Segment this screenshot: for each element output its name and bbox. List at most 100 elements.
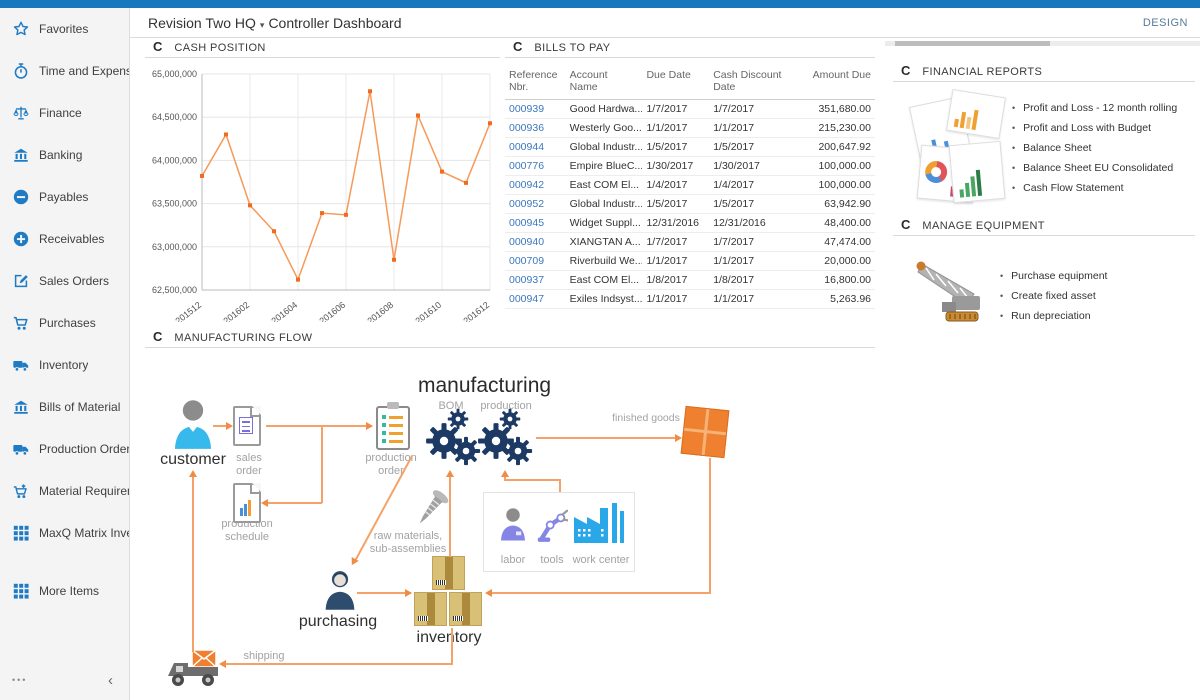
arrowhead <box>219 660 226 668</box>
reference-link[interactable]: 000939 <box>505 99 566 119</box>
sidebar-item-material-requirem[interactable]: Material Requirem... <box>0 470 129 512</box>
scrollbar-thumb[interactable] <box>895 41 1050 46</box>
sidebar-item-label: Time and Expenses <box>39 64 129 78</box>
table-row: 000936 Westerly Goo... 1/1/2017 1/1/2017 215… <box>505 118 875 138</box>
table-cell: 215,230.00 <box>794 118 875 138</box>
sidebar-item-receivables[interactable]: Receivables <box>0 218 129 260</box>
reference-link[interactable]: 000776 <box>505 156 566 176</box>
reference-link[interactable]: 000709 <box>505 251 566 271</box>
sidebar-item-purchases[interactable]: Purchases <box>0 302 129 344</box>
reference-link[interactable]: 000952 <box>505 194 566 214</box>
sidebar-item-favorites[interactable]: Favorites <box>0 8 129 50</box>
purchasing-icon <box>325 571 355 610</box>
table-cell: 100,000.00 <box>794 175 875 195</box>
svg-text:65,000,000: 65,000,000 <box>152 69 197 79</box>
refresh-icon[interactable]: C <box>513 39 523 54</box>
table-cell: 1/5/2017 <box>642 137 710 157</box>
report-link[interactable]: Balance Sheet <box>1012 142 1177 154</box>
plus-circle-icon <box>12 230 30 248</box>
column-header[interactable]: Reference Nbr. <box>505 64 566 100</box>
svg-text:201610: 201610 <box>413 300 443 322</box>
sidebar-item-finance[interactable]: Finance <box>0 92 129 134</box>
report-link[interactable]: Balance Sheet EU Consolidated <box>1012 162 1177 174</box>
sidebar-item-label: Finance <box>39 106 82 120</box>
report-link[interactable]: Cash Flow Statement <box>1012 182 1177 194</box>
flow-connector <box>321 425 323 503</box>
bills-to-pay-table: Reference Nbr. Account Name Due Date Cash D… <box>505 64 875 309</box>
more-options-icon[interactable]: ••• <box>12 675 28 685</box>
refresh-icon[interactable]: C <box>153 39 163 54</box>
table-cell: Empire BlueC... <box>565 156 643 176</box>
refresh-icon[interactable]: C <box>901 217 911 232</box>
table-cell: 1/30/2017 <box>642 156 710 176</box>
sidebar-item-label: MaxQ Matrix Invent... <box>39 526 129 540</box>
table-cell: 1/1/2017 <box>709 289 795 309</box>
reference-link[interactable]: 000945 <box>505 213 566 233</box>
refresh-icon[interactable]: C <box>153 329 163 344</box>
inventory-box-icon <box>432 556 465 590</box>
inventory-box-icon <box>414 592 447 626</box>
sidebar-item-more-items[interactable]: More Items <box>0 570 129 612</box>
flow-connector <box>536 437 679 439</box>
table-cell: 1/7/2017 <box>642 232 710 252</box>
cart-plus-icon <box>12 482 30 500</box>
report-link[interactable]: Purchase equipment <box>1000 270 1107 282</box>
refresh-icon[interactable]: C <box>901 63 911 78</box>
table-cell: East COM El... <box>565 270 643 290</box>
report-link[interactable]: Profit and Loss with Budget <box>1012 122 1177 134</box>
sidebar-item-production-orders[interactable]: Production Orders <box>0 428 129 470</box>
report-link[interactable]: Run depreciation <box>1000 310 1107 322</box>
table-cell: Westerly Goo... <box>565 118 643 138</box>
reference-link[interactable]: 000940 <box>505 232 566 252</box>
sidebar-item-label: Sales Orders <box>39 274 110 288</box>
minus-circle-icon <box>12 188 30 206</box>
table-cell: 1/1/2017 <box>642 289 710 309</box>
table-cell: 1/7/2017 <box>642 99 710 119</box>
column-header[interactable]: Account Name <box>565 64 643 100</box>
table-cell: 1/4/2017 <box>642 175 710 195</box>
report-link[interactable]: Profit and Loss - 12 month rolling <box>1012 102 1177 114</box>
sidebar-item-time-and-expenses[interactable]: Time and Expenses <box>0 50 129 92</box>
reference-link[interactable]: 000947 <box>505 289 566 309</box>
bank-icon <box>12 398 30 416</box>
stopwatch-icon <box>12 62 30 80</box>
report-link[interactable]: Create fixed asset <box>1000 290 1107 302</box>
widget-title: BILLS TO PAY <box>534 42 611 54</box>
sidebar-item-payables[interactable]: Payables <box>0 176 129 218</box>
table-cell: 1/1/2017 <box>709 251 795 271</box>
truck-icon <box>12 356 30 374</box>
chevron-down-icon[interactable]: ▾ <box>259 20 265 30</box>
table-cell: 16,800.00 <box>794 270 875 290</box>
column-header[interactable]: Due Date <box>642 64 710 100</box>
table-cell: 351,680.00 <box>794 99 875 119</box>
table-cell: 1/30/2017 <box>709 156 795 176</box>
collapse-sidebar-icon[interactable]: ‹ <box>108 672 113 689</box>
column-header[interactable]: Amount Due <box>794 64 875 100</box>
sidebar-item-sales-orders[interactable]: Sales Orders <box>0 260 129 302</box>
sidebar-item-banking[interactable]: Banking <box>0 134 129 176</box>
table-row: 000940 XIANGTAN A... 1/7/2017 1/7/2017 47,47… <box>505 232 875 252</box>
sidebar-item-maxq-matrix-invent[interactable]: MaxQ Matrix Invent... <box>0 512 129 554</box>
table-cell: 12/31/2016 <box>709 213 795 233</box>
truck-icon <box>12 440 30 458</box>
table-cell: 1/8/2017 <box>709 270 795 290</box>
bills-to-pay-header: C BILLS TO PAY <box>505 38 875 58</box>
sidebar-item-bills-of-material[interactable]: Bills of Material <box>0 386 129 428</box>
arrowhead <box>485 589 492 597</box>
reference-link[interactable]: 000942 <box>505 175 566 195</box>
company-selector[interactable]: Revision Two HQ <box>148 15 256 31</box>
sidebar-item-label: Banking <box>39 148 83 162</box>
sidebar-item-inventory[interactable]: Inventory <box>0 344 129 386</box>
breadcrumb: Revision Two HQ ▾ Controller Dashboard <box>148 15 402 31</box>
column-header[interactable]: Cash Discount Date <box>709 64 795 100</box>
table-cell: Exiles Indsyst... <box>565 289 643 309</box>
tools-robot-icon <box>537 509 568 542</box>
table-cell: East COM El... <box>565 175 643 195</box>
reference-link[interactable]: 000937 <box>505 270 566 290</box>
horizontal-scrollbar[interactable] <box>885 41 1200 46</box>
grid-icon <box>12 582 30 600</box>
reference-link[interactable]: 000944 <box>505 137 566 157</box>
reference-link[interactable]: 000936 <box>505 118 566 138</box>
design-button[interactable]: DESIGN <box>1142 17 1188 29</box>
svg-text:201608: 201608 <box>365 300 395 322</box>
